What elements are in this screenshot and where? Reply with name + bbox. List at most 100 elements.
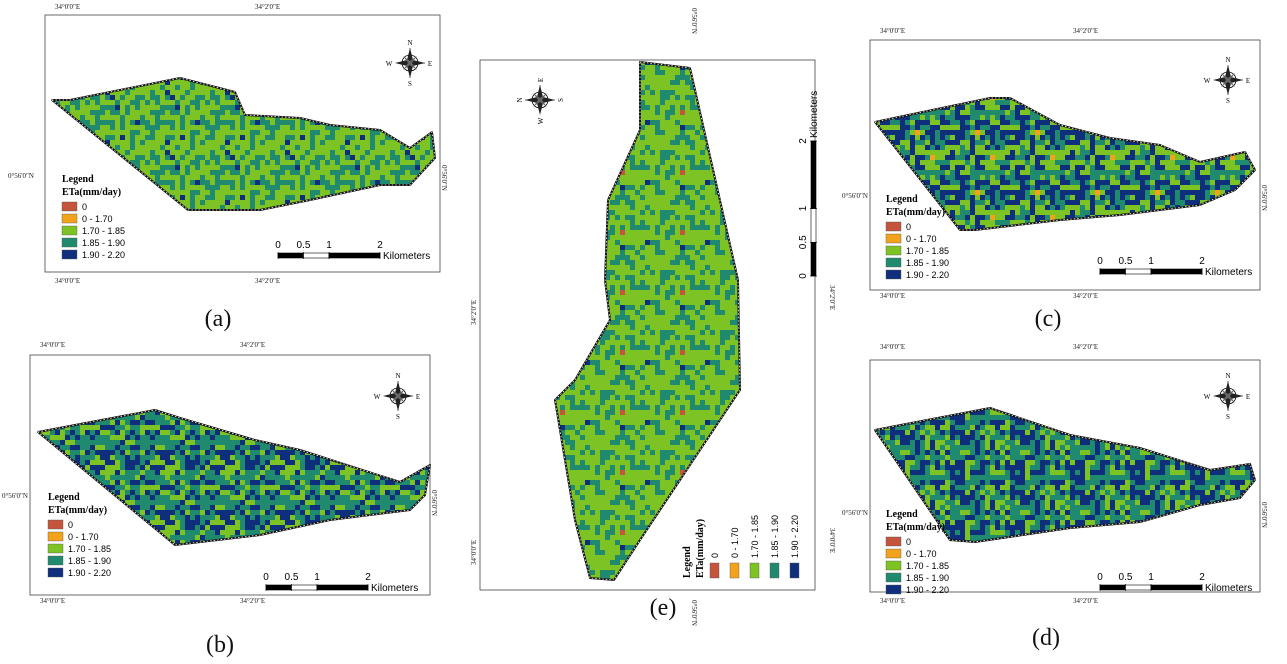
scale-tick-label: 2	[798, 138, 809, 144]
coordinate-label: 0°56'0"N	[842, 509, 868, 517]
legend-label: 0 - 1.70	[730, 527, 740, 558]
coordinate-label: 34°2'0"E	[470, 300, 478, 325]
compass-letter: S	[396, 413, 400, 421]
compass-letter: N	[1225, 56, 1230, 64]
scale-segment	[1126, 585, 1152, 590]
scale-segment	[811, 209, 816, 243]
legend-swatch	[730, 563, 739, 578]
legend-label: 0 - 1.70	[82, 214, 113, 224]
compass-letter: E	[537, 78, 545, 82]
scale-tick-label: 0.5	[798, 235, 809, 249]
scale-tick-label: 1	[314, 572, 320, 583]
compass-letter: W	[374, 393, 381, 401]
legend-label: 0 - 1.70	[68, 532, 99, 542]
compass-letter: E	[1246, 77, 1250, 85]
legend-label: 1.70 - 1.85	[750, 515, 760, 558]
scale-tick-label: 0.5	[297, 240, 311, 251]
legend-label: 1.90 - 2.20	[82, 250, 125, 260]
compass-letter: W	[1204, 393, 1211, 401]
coordinate-label: 0°56'0"N	[1260, 502, 1268, 528]
coordinate-label: 0°56'0"N	[690, 8, 698, 34]
legend-swatch	[886, 585, 901, 594]
coordinate-label: 34°2'0"E	[255, 3, 280, 11]
legend-label: 1.85 - 1.90	[82, 238, 125, 248]
legend-label: 1.85 - 1.90	[906, 573, 949, 583]
legend-swatch	[886, 258, 901, 267]
legend-label: 1.90 - 2.20	[68, 568, 111, 578]
scale-segment	[1126, 269, 1152, 274]
coordinate-label: 34°2'0"E	[1073, 343, 1098, 351]
map-panel: 34°0'0"E34°2'0"E34°0'0"E34°2'0"E0°56'0"N…	[842, 343, 1268, 651]
scale-tick-label: 0.5	[1119, 256, 1133, 267]
compass-letter: S	[557, 98, 565, 102]
legend-label: 1.70 - 1.85	[906, 561, 949, 571]
coordinate-label: 34°0'0"E	[880, 27, 905, 35]
legend-label: 1.85 - 1.90	[906, 258, 949, 268]
coordinate-label: 34°0'0"E	[880, 292, 905, 300]
coordinate-label: 34°0'0"E	[828, 528, 836, 553]
scale-segment	[1151, 269, 1202, 274]
legend-label: 1.70 - 1.85	[68, 544, 111, 554]
legend-swatch	[62, 226, 77, 235]
coordinate-label: 0°56'0"N	[842, 192, 868, 200]
legend-subtitle: ETa(mm/day)	[62, 187, 121, 198]
coordinate-label: 34°0'0"E	[880, 597, 905, 605]
legend-swatch	[62, 214, 77, 223]
legend-swatch	[62, 238, 77, 247]
legend-label: 1.70 - 1.85	[82, 226, 125, 236]
legend-title: Legend	[48, 492, 80, 503]
coordinate-label: 34°2'0"E	[240, 597, 265, 605]
legend-swatch	[790, 563, 799, 578]
legend-swatch	[48, 544, 63, 553]
scale-tick-label: 1	[798, 205, 809, 211]
legend-subtitle: ETa(mm/day)	[886, 207, 945, 218]
scale-tick-label: 2	[1199, 256, 1205, 267]
coordinate-label: 0°56'0"N	[1260, 185, 1268, 211]
legend-label: 1.90 - 2.20	[906, 585, 949, 595]
scale-tick-label: 0.5	[1119, 572, 1133, 583]
scale-tick-label: 2	[377, 240, 383, 251]
scale-tick-label: 0	[798, 273, 809, 279]
coordinate-label: 34°0'0"E	[55, 3, 80, 11]
legend-swatch	[750, 563, 759, 578]
compass-letter: W	[537, 117, 545, 124]
scale-tick-label: 0.5	[285, 572, 299, 583]
coordinate-label: 0°56'0"N	[2, 492, 28, 500]
scale-segment	[292, 585, 318, 590]
legend-swatch	[710, 563, 719, 578]
scale-segment	[1100, 269, 1126, 274]
coordinate-label: 34°2'0"E	[1073, 597, 1098, 605]
coordinate-label: 34°0'0"E	[55, 277, 80, 285]
compass-letter: E	[416, 393, 420, 401]
legend-label: 1.85 - 1.90	[770, 515, 780, 558]
coordinate-label: 34°0'0"E	[40, 597, 65, 605]
legend-label: 0	[710, 553, 720, 558]
panel-caption: (e)	[650, 595, 677, 621]
compass-letter: E	[1246, 393, 1250, 401]
legend-subtitle: ETa(mm/day)	[886, 522, 945, 533]
scale-unit: Kilometers	[809, 91, 820, 138]
compass-letter: S	[1226, 413, 1230, 421]
legend-subtitle: ETa(mm/day)	[48, 505, 107, 516]
coordinate-label: 0°56'0"N	[8, 172, 34, 180]
legend-swatch	[886, 222, 901, 231]
scale-tick-label: 1	[1148, 256, 1154, 267]
legend-swatch	[62, 202, 77, 211]
map-panel: 0°56'0"N0°56'0"N34°2'0"E34°0'0"E34°2'0"E…	[470, 8, 836, 626]
legend-swatch	[48, 556, 63, 565]
figure: 34°0'0"E 34°2'0"E 34°0'0"E 34°2'0"E 0°56'0"N…	[0, 0, 1287, 659]
legend-title: Legend	[886, 194, 918, 205]
compass-letter: S	[1226, 97, 1230, 105]
legend-swatch	[48, 532, 63, 541]
scale-segment	[811, 242, 816, 276]
legend-swatch	[770, 563, 779, 578]
legend-swatch	[886, 234, 901, 243]
legend-label: 1.70 - 1.85	[906, 246, 949, 256]
compass-letter: N	[516, 97, 524, 102]
legend-label: 1.85 - 1.90	[68, 556, 111, 566]
coordinate-label: 34°2'0"E	[240, 341, 265, 349]
legend-swatch	[886, 537, 901, 546]
legend-swatch	[886, 561, 901, 570]
legend-label: 0 - 1.70	[906, 234, 937, 244]
